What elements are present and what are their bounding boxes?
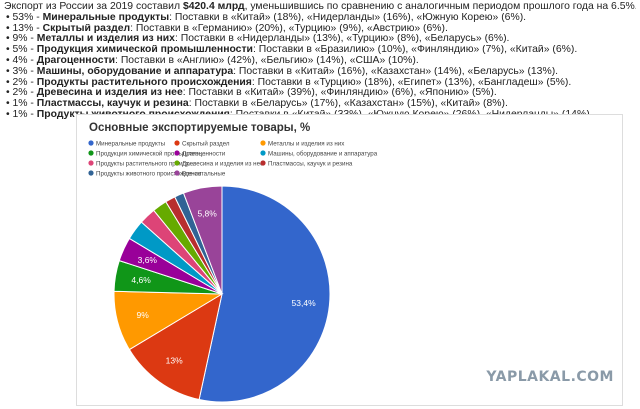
intro-text: , уменьшившись по сравнению с аналогичны… <box>244 2 636 12</box>
pie-slice <box>128 292 223 401</box>
legend-label: Продукты животного происхождения <box>96 170 201 177</box>
item-share: 2% - <box>12 88 37 99</box>
item-name: Минеральные продукты <box>42 12 170 23</box>
item-details: : Поставки в «Нидерланды» (13%), «Турцию… <box>174 34 510 45</box>
legend-label: Машины, оборудование и аппаратура <box>268 150 378 157</box>
legend-label: Пластмассы, каучук и резина <box>268 160 353 167</box>
slice-label: 3,6% <box>138 255 158 265</box>
intro-text: Экспорт из России за 2019 составил <box>4 2 183 12</box>
legend-label: Продукция химической промышленн... <box>96 150 207 157</box>
legend-label: Древесина и изделия из нее <box>182 160 264 167</box>
legend-label: Продукты растительного происх... <box>96 160 194 167</box>
item-share: 4% - <box>12 55 37 66</box>
chart-card: Основные экспортируемые товары, % Минера… <box>76 114 623 406</box>
legend-swatch <box>88 160 94 166</box>
item-details: : Поставки в «Германию» (20%), «Турцию» … <box>130 23 448 34</box>
item-details: : Поставки в «Бразилию» (10%), «Финлянди… <box>252 45 578 56</box>
export-item: • 1% - Пластмассы, каучук и резина: Пост… <box>6 99 508 110</box>
item-name: Продукты растительного происхождения <box>36 77 252 88</box>
export-item: • 5% - Продукция химической промышленнос… <box>6 45 578 56</box>
item-name: Пластмассы, каучук и резина <box>36 99 189 110</box>
item-share: 9% - <box>12 34 37 45</box>
legend-label: Скрытый раздел <box>182 140 230 147</box>
item-details: : Поставки в «Турцию» (18%), «Египет» (1… <box>251 77 572 88</box>
item-share: 1% - <box>12 109 37 120</box>
legend-swatch <box>88 140 94 146</box>
legend-swatch <box>260 150 266 156</box>
slice-label: 13% <box>166 356 183 366</box>
item-share: 2% - <box>12 77 37 88</box>
export-item: • 2% - Продукты растительного происхожде… <box>6 77 572 88</box>
item-details: : Поставки в «Беларусь» (17%), «Казахста… <box>188 99 508 110</box>
legend-label: Минеральные продукты <box>96 140 166 147</box>
item-share: 53% - <box>12 12 43 23</box>
intro: Экспорт из России за 2019 составил $420.… <box>4 2 636 13</box>
item-details: : Поставки в «Китай» (18%), «Нидерланды»… <box>169 12 527 23</box>
text-block: Экспорт из России за 2019 составил $420.… <box>4 2 636 121</box>
item-details: : Поставки в «Китай» (39%), «Финляндию» … <box>182 88 497 99</box>
legend-swatch <box>88 170 94 176</box>
pie-slice <box>198 185 331 403</box>
legend-swatch <box>260 160 266 166</box>
pie-slice <box>182 185 223 295</box>
legend-swatch <box>174 140 180 146</box>
legend-label: Все остальные <box>182 170 226 177</box>
intro-bold: $420.4 млрд <box>182 2 245 12</box>
slice-label: 5,8% <box>197 208 217 218</box>
item-share: 3% - <box>12 66 37 77</box>
item-name: Древесина и изделия из нее <box>36 88 183 99</box>
export-item: • 9% - Металлы и изделия из них: Поставк… <box>6 34 510 45</box>
export-item: • 53% - Минеральные продукты: Поставки в… <box>6 12 527 23</box>
item-name: Драгоценности <box>36 55 116 66</box>
legend-label: Драгоценности <box>182 150 226 157</box>
item-details: : Поставки в «Англию» (42%), «Бельгию» (… <box>115 55 419 66</box>
chart: Основные экспортируемые товары, % Минера… <box>88 122 378 403</box>
export-item: • 13% - Скрытый раздел: Поставки в «Герм… <box>6 23 448 34</box>
item-name: Продукция химической промышленности <box>36 45 253 56</box>
slice-label: 53,4% <box>292 298 317 308</box>
export-item: • 3% - Машины, оборудование и аппаратура… <box>6 66 559 77</box>
item-name: Металлы и изделия из них <box>36 34 175 45</box>
item-share: 5% - <box>12 45 37 56</box>
slice-label: 9% <box>136 310 149 320</box>
legend-swatch <box>174 170 180 176</box>
item-share: 13% - <box>12 23 43 34</box>
export-item: • 2% - Древесина и изделия из нее: Поста… <box>6 88 497 99</box>
legend-swatch <box>88 150 94 156</box>
legend-label: Металлы и изделия из них <box>268 140 345 147</box>
legend-swatch <box>260 140 266 146</box>
item-details: : Поставки в «Китай» (16%), «Казахстан» … <box>233 66 559 77</box>
export-item: • 4% - Драгоценности: Поставки в «Англию… <box>6 55 419 66</box>
export-list: • 53% - Минеральные продукты: Поставки в… <box>4 13 636 121</box>
slice-label: 4,6% <box>131 275 151 285</box>
item-name: Скрытый раздел <box>42 23 131 34</box>
legend-swatch <box>174 150 180 156</box>
item-share: 1% - <box>12 99 37 110</box>
legend-swatch <box>174 160 180 166</box>
item-name: Машины, оборудование и аппаратура <box>36 66 234 77</box>
watermark: YAPLAKAL.COM <box>486 369 614 385</box>
chart-title: Основные экспортируемые товары, % <box>89 122 310 134</box>
